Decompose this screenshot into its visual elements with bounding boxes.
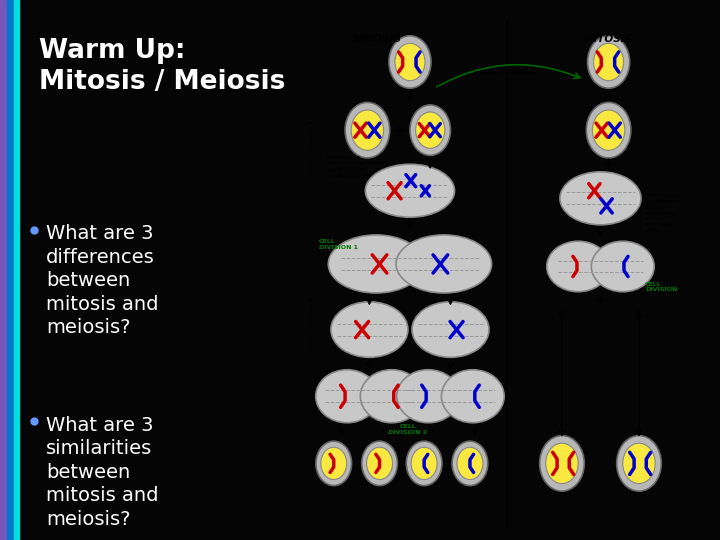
- Ellipse shape: [591, 241, 654, 292]
- Ellipse shape: [365, 164, 454, 217]
- Circle shape: [540, 436, 584, 491]
- Circle shape: [316, 441, 351, 485]
- Ellipse shape: [328, 235, 424, 293]
- Circle shape: [546, 443, 578, 484]
- Circle shape: [395, 43, 425, 80]
- Circle shape: [623, 443, 655, 484]
- Ellipse shape: [397, 370, 459, 423]
- Text: Meiotic division 1: Meiotic division 1: [310, 120, 315, 175]
- Ellipse shape: [441, 370, 504, 423]
- Circle shape: [588, 36, 630, 88]
- Circle shape: [617, 436, 661, 491]
- Circle shape: [389, 36, 431, 88]
- Bar: [14, 0, 19, 540]
- Circle shape: [351, 110, 384, 150]
- Ellipse shape: [546, 241, 610, 292]
- Circle shape: [593, 43, 624, 80]
- Circle shape: [411, 447, 437, 480]
- Ellipse shape: [331, 302, 408, 357]
- Circle shape: [410, 105, 451, 156]
- Text: Homologous
chromosome
line up
individually
at the
equatorial
plate: Homologous chromosome line up individual…: [645, 193, 681, 233]
- Text: MEIOSIS: MEIOSIS: [353, 34, 402, 44]
- Text: Warm Up:
Mitosis / Meiosis: Warm Up: Mitosis / Meiosis: [39, 38, 285, 95]
- Circle shape: [586, 103, 631, 158]
- Ellipse shape: [412, 302, 489, 357]
- Text: Homologous
chromosomes at the
same level on
equatorial plate: Homologous chromosomes at the same level…: [327, 156, 384, 178]
- Text: DNA replication: DNA replication: [480, 67, 539, 76]
- Circle shape: [457, 447, 483, 480]
- Circle shape: [345, 103, 390, 158]
- Circle shape: [321, 447, 347, 480]
- Circle shape: [415, 112, 445, 149]
- Bar: [7, 0, 14, 540]
- Circle shape: [361, 441, 397, 485]
- Ellipse shape: [360, 370, 423, 423]
- Ellipse shape: [560, 172, 641, 225]
- Text: CELL
DIVISION: CELL DIVISION: [645, 282, 678, 293]
- Text: Meiotic division 2: Meiotic division 2: [310, 297, 315, 352]
- Circle shape: [406, 441, 442, 485]
- Text: CELL
DIVISION 1: CELL DIVISION 1: [319, 239, 358, 249]
- Text: What are 3
similarities
between
mitosis and
meiosis?: What are 3 similarities between mitosis …: [46, 416, 159, 529]
- Ellipse shape: [396, 235, 492, 293]
- Ellipse shape: [315, 370, 379, 423]
- Circle shape: [452, 441, 487, 485]
- Text: What are 3
differences
between
mitosis and
meiosis?: What are 3 differences between mitosis a…: [46, 224, 159, 337]
- Circle shape: [593, 110, 625, 150]
- Bar: [0, 0, 7, 540]
- Text: CELL
DIVISION 2: CELL DIVISION 2: [388, 424, 428, 435]
- Text: MITOSIS: MITOSIS: [584, 34, 633, 44]
- Circle shape: [366, 447, 392, 480]
